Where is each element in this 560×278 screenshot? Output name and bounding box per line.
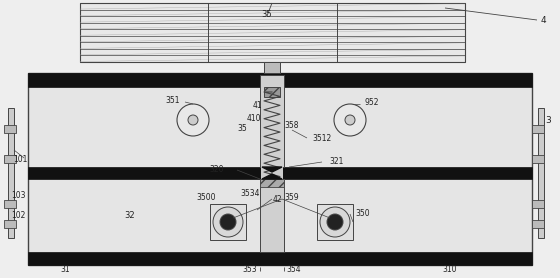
Polygon shape [262,174,282,179]
Text: 320: 320 [210,165,224,175]
Bar [4,155,16,163]
Bar [4,220,16,228]
Circle shape [213,207,243,237]
Text: 351: 351 [166,96,180,105]
Bar [8,108,14,238]
Text: 353: 353 [242,265,257,274]
Bar [260,179,284,187]
Bar [532,200,544,208]
Circle shape [345,115,355,125]
Bar [261,167,283,179]
Text: 3: 3 [545,115,551,125]
Text: 350: 350 [356,210,370,219]
Circle shape [188,115,198,125]
Text: 35: 35 [262,9,272,19]
Bar [28,73,532,265]
Text: 410: 410 [247,113,262,123]
Text: 42: 42 [272,195,282,205]
Circle shape [327,214,343,230]
Text: 35: 35 [237,123,247,133]
Text: 359: 359 [284,192,299,202]
Bar [264,62,280,73]
Bar [28,167,532,179]
Bar [260,75,284,167]
Bar [28,252,532,265]
Polygon shape [262,167,282,172]
Circle shape [220,214,236,230]
Bar [80,3,465,62]
Text: 41: 41 [252,101,262,110]
Text: 103: 103 [11,190,25,200]
Text: 3512: 3512 [312,133,332,143]
Circle shape [177,104,209,136]
Bar [4,200,16,208]
Bar [264,87,280,97]
Text: 358: 358 [284,120,299,130]
Bar [260,179,284,252]
Bar [4,125,16,133]
Circle shape [320,207,350,237]
Text: 3534: 3534 [240,188,260,197]
Text: 952: 952 [365,98,379,106]
Bar [317,204,353,240]
Bar [538,108,544,238]
Text: 354: 354 [287,265,301,274]
Text: 31: 31 [60,265,70,274]
Bar [532,220,544,228]
Text: 102: 102 [11,210,25,220]
Bar [28,73,532,87]
Text: 310: 310 [443,265,458,274]
Text: 101: 101 [13,155,27,165]
Bar [532,155,544,163]
Text: 4: 4 [540,16,546,24]
Text: 321: 321 [330,158,344,167]
Text: 3500: 3500 [196,192,216,202]
Bar [210,204,246,240]
Text: 32: 32 [125,210,136,220]
Circle shape [334,104,366,136]
Bar [532,125,544,133]
